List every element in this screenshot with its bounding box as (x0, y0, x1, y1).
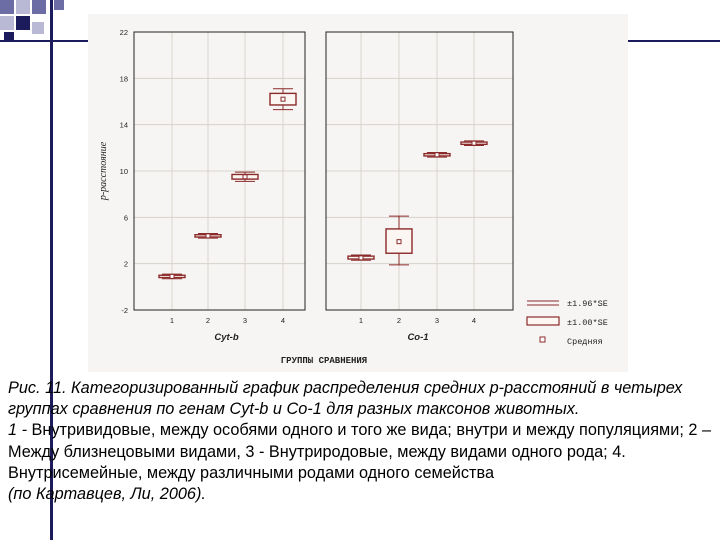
deco-square (16, 0, 30, 14)
y-axis-label: p-расстояние (98, 141, 109, 201)
y-tick-label: 6 (124, 213, 128, 222)
y-tick-label: 22 (120, 28, 128, 37)
deco-square (32, 0, 46, 14)
legend-label: Средняя (567, 337, 603, 347)
caption-citation: (по Картавцев, Ли, 2006). (8, 485, 206, 504)
x-tick-label: 1 (170, 316, 174, 325)
y-tick-label: 10 (120, 167, 128, 176)
x-tick-label: 4 (281, 316, 285, 325)
x-tick-label: 3 (435, 316, 439, 325)
mean-marker (242, 174, 248, 180)
legend-label: ±1.96*SE (567, 299, 608, 309)
legend-symbol-marker (539, 336, 546, 343)
y-tick-label: 14 (120, 121, 128, 130)
box-element (460, 140, 488, 147)
mean-marker (434, 152, 440, 158)
panel-name: Cyt-b (214, 332, 238, 343)
panel-name: Co-1 (407, 332, 428, 343)
figure-caption: Рис. 11. Категоризированный график распр… (8, 378, 714, 505)
legend-label: ±1.00*SE (567, 318, 608, 328)
panel-frame (325, 31, 514, 311)
box-element (269, 88, 297, 111)
mean-marker (471, 140, 477, 146)
box-element (158, 273, 186, 280)
box-element (194, 233, 222, 239)
mean-marker (205, 233, 211, 239)
caption-note-start: 1 - (8, 421, 32, 440)
figure-label: Рис. 11. (8, 379, 67, 397)
legend-item: Средняя (539, 336, 603, 347)
legend-item: ±1.00*SE (526, 316, 608, 328)
y-tick-label: 2 (124, 260, 128, 269)
deco-vertical-rule (50, 0, 53, 540)
deco-square (32, 22, 44, 34)
deco-square (54, 0, 64, 10)
box-element (231, 171, 259, 182)
x-tick-label: 2 (206, 316, 210, 325)
x-tick-label: 1 (359, 316, 363, 325)
mean-marker (358, 255, 364, 261)
deco-square (4, 32, 14, 40)
figure-title-text: Категоризированный график распределения … (8, 379, 683, 419)
deco-square (0, 16, 14, 30)
x-tick-label: 3 (243, 316, 247, 325)
x-tick-label: 4 (472, 316, 476, 325)
panel-frame (133, 31, 306, 311)
mean-marker (169, 273, 175, 279)
x-axis-label: ГРУППЫ СРАВНЕНИЯ (281, 356, 367, 366)
caption-title: Рис. 11. Категоризированный график распр… (8, 378, 714, 420)
deco-square (0, 0, 14, 14)
legend-symbol-box (526, 316, 560, 326)
chart-figure: -2 2 6 10 14 18 22 p-расстояние 1 2 3 4 Cyt-b 1 2 3 4 Co-… (88, 14, 628, 372)
box-element (347, 254, 375, 261)
y-tick-label: 18 (120, 74, 128, 83)
mean-marker (396, 239, 402, 245)
deco-square (16, 16, 30, 30)
x-tick-label: 2 (397, 316, 401, 325)
caption-note-body: Внутривидовые, между особями одного и то… (8, 421, 711, 482)
legend-item: ±1.96*SE (527, 299, 608, 309)
y-tick-label: -2 (121, 306, 128, 315)
box-element (423, 151, 451, 158)
box-element (385, 215, 413, 266)
mean-marker (280, 96, 286, 102)
box-plot-chart: -2 2 6 10 14 18 22 p-расстояние 1 2 3 4 Cyt-b 1 2 3 4 Co-… (98, 28, 608, 366)
caption-note: 1 - Внутривидовые, между особями одного … (8, 420, 714, 484)
